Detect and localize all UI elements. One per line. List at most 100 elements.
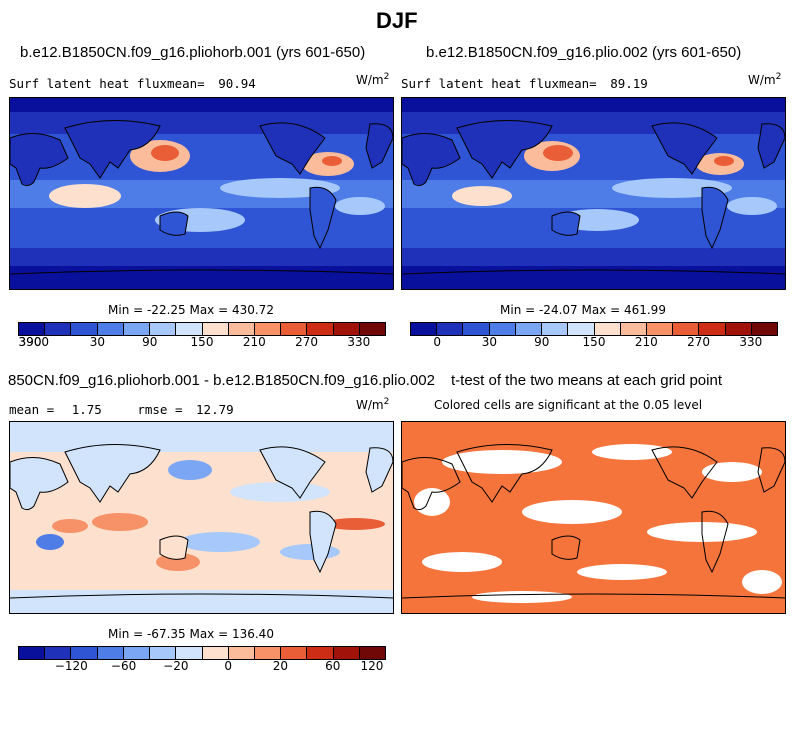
panel3-title: 850CN.f09_g16.pliohorb.001 - b.e12.B1850… [8, 372, 435, 389]
panel2-colorbar-swatch [725, 323, 752, 335]
panel2-colorbar-tick-label: 330 [739, 335, 763, 349]
panel3-colorbar-tick-label: 20 [272, 659, 289, 673]
panel1-colorbar-swatch [228, 323, 255, 335]
panel3-colorbar-swatch [97, 647, 124, 659]
panel3-colorbar-swatch [254, 647, 282, 659]
panel3-colorbar-swatch [228, 647, 255, 659]
panel3-minmax: Min = -67.35 Max = 136.40 [108, 627, 274, 641]
panel2-colorbar-tick-label: 390 [18, 335, 42, 349]
units-label: W/m [356, 73, 384, 87]
panel3-colorbar-swatch [307, 647, 334, 659]
panel3-subtitle: mean = 1.75 rmse = 12.79 [9, 402, 234, 417]
panel3-colorbar-swatch [333, 647, 360, 659]
units-exponent: 2 [383, 397, 390, 407]
panel3-rmse-label: rmse = [137, 402, 183, 417]
panel2-colorbar-swatch [673, 323, 700, 335]
panel4-title: t-test of the two means at each grid poi… [451, 372, 722, 389]
panel3-colorbar-tick-label: 0 [224, 659, 232, 673]
panel2-colorbar-tick-label: 30 [481, 335, 498, 349]
figure-title: DJF [376, 8, 418, 33]
panel3-colorbar-swatch [281, 647, 308, 659]
panel3-colorbar-swatch [123, 647, 151, 659]
units-label: W/m [748, 73, 776, 87]
panel1-colorbar-swatch [254, 323, 282, 335]
panel3-map-svg [10, 422, 393, 613]
panel3-colorbar-swatch [71, 647, 98, 659]
panel1-map-svg [10, 98, 393, 289]
panel1-colorbar-swatch [281, 323, 308, 335]
panel2-colorbar-swatch [568, 323, 595, 335]
panel3-units: W/m2 [356, 397, 389, 412]
panel2-colorbar-swatch [620, 323, 647, 335]
panel3-mean-label: mean = [9, 402, 55, 417]
panel1-colorbar-swatch [150, 323, 177, 335]
panel4-map-svg [402, 422, 785, 613]
panel2-subtitle: Surf latent heat fluxmean= 89.19 [401, 76, 648, 91]
panel3-colorbar-swatch [202, 647, 229, 659]
panel1-colorbar-swatch [19, 323, 46, 335]
panel1-colorbar-swatch [333, 323, 360, 335]
panel1-colorbar [18, 322, 386, 336]
panel1-subtitle: Surf latent heat fluxmean= 90.94 [9, 76, 256, 91]
panel3-colorbar-tick-label: −60 [110, 659, 137, 673]
panel1-colorbar-swatch [97, 323, 124, 335]
panel2-subtitle-label: Surf latent heat fluxmean= [401, 76, 597, 91]
panel3-colorbar-tick-label: 60 [325, 659, 341, 673]
panel1-subtitle-label: Surf latent heat fluxmean= [9, 76, 205, 91]
panel2-colorbar-swatch [515, 323, 543, 335]
panel1-colorbar-tick-label: 150 [190, 335, 214, 349]
panel2-title: b.e12.B1850CN.f09_g16.plio.002 (yrs 601-… [426, 44, 742, 61]
panel4-map [401, 421, 786, 614]
panel1-colorbar-swatch [307, 323, 334, 335]
panel1-colorbar-tick-label: 30 [89, 335, 106, 349]
panel1-colorbar-tick-label: 90 [142, 335, 158, 349]
panel2-subtitle-value: 89.19 [610, 76, 648, 91]
panel2-colorbar-swatch [411, 323, 438, 335]
panel1-colorbar-tick-label: 270 [295, 335, 319, 349]
panel3-colorbar-tick-label: −120 [54, 659, 88, 673]
panel2-colorbar-swatch [463, 323, 490, 335]
panel2-colorbar-swatch [594, 323, 621, 335]
panel2-colorbar-swatch [542, 323, 569, 335]
panel1-colorbar-swatch [176, 323, 203, 335]
panel3-colorbar-tick-label: 120 [360, 659, 384, 673]
panel1-colorbar-swatch [71, 323, 98, 335]
panel1-title: b.e12.B1850CN.f09_g16.pliohorb.001 (yrs … [20, 44, 366, 61]
panel1-colorbar-tick-label: 0 [41, 335, 49, 349]
panel2-colorbar-tick-label: 270 [687, 335, 711, 349]
panel1-map [9, 97, 394, 290]
panel2-minmax: Min = -24.07 Max = 461.99 [500, 303, 666, 317]
panel4-subtitle: Colored cells are significant at the 0.0… [434, 398, 703, 412]
panel2-colorbar-tick-label: 90 [534, 335, 550, 349]
panel1-colorbar-tick-label: 390 [18, 335, 42, 349]
panel1-colorbar-swatch [359, 323, 386, 335]
panel3-rmse-value: 12.79 [196, 402, 234, 417]
panel1-subtitle-value: 90.94 [218, 76, 256, 91]
panel2-colorbar-swatch [646, 323, 674, 335]
units-exponent: 2 [775, 72, 782, 82]
panel3-map [9, 421, 394, 614]
panel1-colorbar-tick-label: 330 [347, 335, 371, 349]
panel2-map [401, 97, 786, 290]
panel2-colorbar-swatch [751, 323, 778, 335]
panel1-colorbar-swatch [202, 323, 229, 335]
panel3-colorbar-swatch [359, 647, 386, 659]
panel2-map-svg [402, 98, 785, 289]
panel2-colorbar-tick-label: 210 [634, 335, 658, 349]
panel1-colorbar-tick-label: 210 [242, 335, 266, 349]
panel2-colorbar-swatch [489, 323, 516, 335]
panel3-mean-value: 1.75 [71, 402, 102, 417]
panel3-colorbar-swatch [45, 647, 72, 659]
panel2-colorbar-tick-label: 0 [433, 335, 441, 349]
panel1-colorbar-swatch [45, 323, 72, 335]
panel2-colorbar-swatch [437, 323, 464, 335]
panel2-units: W/m2 [748, 72, 781, 87]
panel2-colorbar [410, 322, 778, 336]
panel3-colorbar [18, 646, 386, 660]
panel2-colorbar-tick-label: 150 [582, 335, 606, 349]
panel3-colorbar-swatch [150, 647, 177, 659]
units-exponent: 2 [383, 72, 390, 82]
panel1-colorbar-swatch [123, 323, 151, 335]
units-label: W/m [356, 398, 384, 412]
panel1-minmax: Min = -22.25 Max = 430.72 [108, 303, 274, 317]
